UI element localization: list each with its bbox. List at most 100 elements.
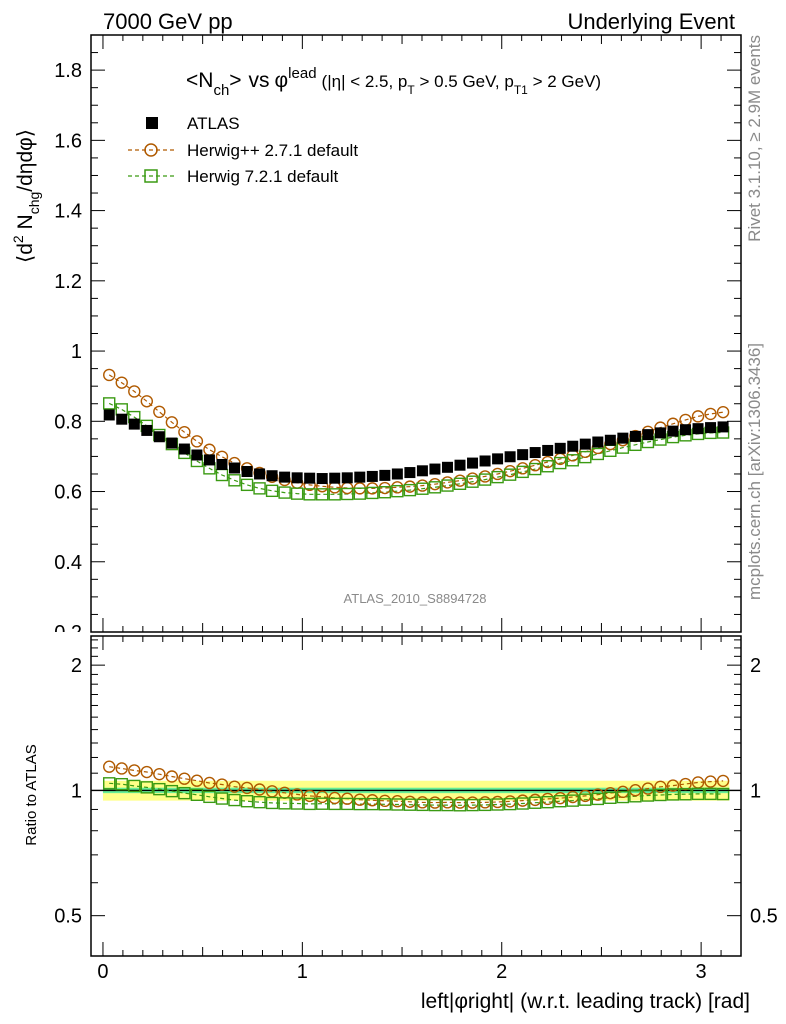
herwig7-point <box>478 473 492 486</box>
herwig7-point <box>328 488 341 501</box>
title-cuts-2: > 0.5 GeV, p <box>415 72 514 91</box>
ratio-herwig7-point <box>353 797 366 811</box>
atlas-point <box>103 409 115 421</box>
ratio-y-tick-label-right: 0.5 <box>750 906 778 928</box>
ratio-herwigpp-point <box>316 790 329 804</box>
title-cuts-3: > 2 GeV) <box>528 72 601 91</box>
atlas-point <box>416 465 428 477</box>
herwig7-point <box>554 456 567 470</box>
main-plot-title: <Nch> vs φlead (|η| < 2.5, pT > 0.5 GeV, pT… <box>186 65 601 99</box>
ratio-herwig7-point <box>391 798 404 811</box>
ratio-herwigpp-point <box>290 788 304 801</box>
atlas-point <box>316 473 328 485</box>
herwigpp-point <box>128 385 141 398</box>
ratio-herwig7-point <box>316 797 329 810</box>
herwig7-point <box>416 482 429 495</box>
atlas-point <box>228 462 240 474</box>
ratio-herwigpp-point <box>654 780 667 794</box>
herwig7-point <box>466 475 479 488</box>
herwig7-point <box>541 460 554 473</box>
herwigpp-point <box>716 405 730 419</box>
atlas-point <box>667 425 679 437</box>
ratio-herwig7-point <box>491 798 504 811</box>
atlas-point <box>391 468 403 480</box>
atlas-point <box>141 424 153 436</box>
herwig7-point <box>228 474 241 487</box>
atlas-point <box>441 461 453 473</box>
ratio-herwig7-point <box>178 786 191 800</box>
title-T1-sub: T1 <box>514 83 528 97</box>
herwig7-point <box>353 487 366 500</box>
herwig7-point <box>278 486 291 499</box>
main-data-layer <box>103 368 730 501</box>
herwig7-point <box>491 470 504 484</box>
ratio-herwig7-point <box>566 794 579 807</box>
legend: ATLAS Herwig++ 2.7.1 default Herwig 7.2.… <box>128 114 358 186</box>
legend-herwig7-marker <box>144 169 158 183</box>
main-y-lowest-label-group: 0.2 <box>54 622 82 632</box>
herwig7-point <box>265 484 279 498</box>
ratio-herwig7-point <box>516 797 529 810</box>
atlas-point <box>254 468 266 480</box>
ratio-herwig7-point <box>215 792 229 805</box>
atlas-point <box>216 458 228 470</box>
main-y-tick-label: 1.8 <box>54 60 82 82</box>
atlas-point <box>542 444 554 456</box>
atlas-point <box>153 431 165 443</box>
ratio-herwigpp-point <box>178 772 191 785</box>
ratio-herwig7-point <box>554 795 567 808</box>
atlas-point <box>203 454 215 466</box>
atlas-point <box>642 429 654 441</box>
herwigpp-point <box>178 425 191 439</box>
main-y-tick-label: 0.4 <box>54 552 82 574</box>
atlas-point <box>366 470 378 482</box>
ratio-herwig7-point <box>115 777 128 791</box>
ratio-herwig7-point <box>378 798 392 811</box>
atlas-point <box>291 472 303 484</box>
ratio-herwigpp-point <box>153 767 166 781</box>
atlas-point <box>304 472 316 484</box>
ratio-herwigpp-point <box>704 775 717 788</box>
title-T-sub: T <box>407 83 415 97</box>
header-left: 7000 GeV pp <box>103 9 233 34</box>
legend-atlas-marker <box>146 117 158 129</box>
herwig7-line <box>108 402 724 495</box>
herwig7-point <box>503 468 517 481</box>
ratio-herwig7-point <box>616 790 630 804</box>
herwig7-point <box>591 447 605 461</box>
ratio-herwig7-point <box>503 797 517 811</box>
herwig7-point <box>253 482 266 495</box>
ratio-herwigpp-point <box>140 765 154 779</box>
title-nch: <N <box>186 69 213 92</box>
atlas-point <box>517 449 529 461</box>
herwig7-point <box>403 483 417 497</box>
herwigpp-point <box>115 376 128 389</box>
herwigpp-point <box>516 462 529 475</box>
ratio-y-tick-label-right: 2 <box>750 655 761 677</box>
herwig7-point <box>528 462 542 476</box>
ratio-y-tick-label: 2 <box>71 655 82 677</box>
mcplots-reference-text: mcplots.cern.ch [arXiv:1306.3436] <box>745 343 764 600</box>
atlas-point <box>654 427 666 439</box>
herwig7-point <box>103 397 116 410</box>
herwigpp-point <box>691 410 705 423</box>
atlas-point <box>241 466 253 478</box>
ratio-herwigpp-point <box>203 776 216 790</box>
ratio-herwig7-point <box>441 798 454 812</box>
ratio-herwig7-point <box>541 795 554 809</box>
ratio-herwig7-point <box>290 797 304 810</box>
ratio-y-axis-label: Ratio to ATLAS <box>23 744 40 845</box>
ratio-herwig7-point <box>604 791 617 804</box>
legend-herwig7-label: Herwig 7.2.1 default <box>187 167 338 186</box>
ratio-herwigpp-point <box>716 774 730 788</box>
ratio-herwig7-point <box>103 777 116 790</box>
herwig7-point <box>453 477 467 491</box>
ylabel-chg-sub: chg <box>26 192 42 215</box>
atlas-point <box>592 436 604 448</box>
atlas-point <box>279 471 291 483</box>
atlas-point <box>467 457 479 469</box>
atlas-point <box>329 472 341 484</box>
ratio-herwigpp-point <box>240 781 254 795</box>
ratio-herwig7-point <box>403 798 417 811</box>
atlas-point <box>341 472 353 484</box>
